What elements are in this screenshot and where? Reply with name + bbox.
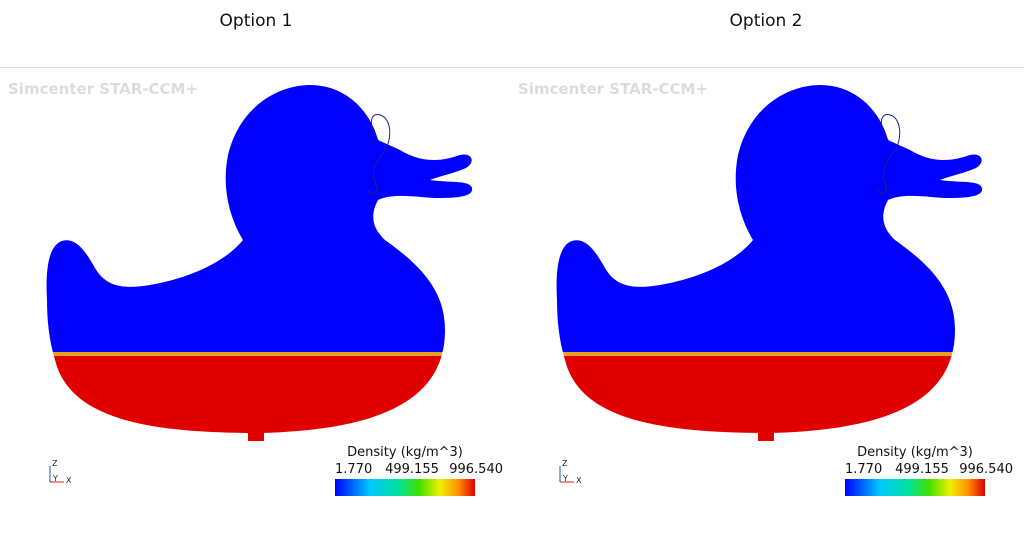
color-legend: Density (kg/m^3) 1.770 499.155 996.540 <box>845 445 1013 496</box>
triad-y: Y <box>562 474 568 483</box>
legend-label: 1.770 <box>335 462 372 477</box>
panel-title: Option 1 <box>220 11 293 31</box>
triad-x: X <box>576 476 582 485</box>
color-bar <box>845 479 985 496</box>
legend-label: 499.155 <box>385 462 439 477</box>
axis-triad: Z Y X <box>559 459 582 485</box>
legend-label: 499.155 <box>895 462 949 477</box>
color-bar <box>335 479 475 496</box>
watermark: Simcenter STAR-CCM+ <box>518 80 708 98</box>
duck-contour <box>550 80 990 446</box>
triad-y: Y <box>52 474 58 483</box>
legend-title: Density (kg/m^3) <box>857 445 973 460</box>
legend-title: Density (kg/m^3) <box>347 445 463 460</box>
color-legend: Density (kg/m^3) 1.770 499.155 996.540 <box>335 445 503 496</box>
axis-triad: Z Y X <box>49 459 72 485</box>
legend-label: 996.540 <box>449 462 503 477</box>
triad-z: Z <box>52 459 58 468</box>
duck-contour <box>40 80 480 446</box>
panel: Option 1 Simcenter STAR-CCM+ Z Y X Densi… <box>8 11 503 496</box>
triad-x: X <box>66 476 72 485</box>
panel: Option 2 Simcenter STAR-CCM+ Z Y X Densi… <box>518 11 1013 496</box>
watermark: Simcenter STAR-CCM+ <box>8 80 198 98</box>
triad-z: Z <box>562 459 568 468</box>
panel-title: Option 2 <box>730 11 803 31</box>
legend-label: 996.540 <box>959 462 1013 477</box>
legend-label: 1.770 <box>845 462 882 477</box>
